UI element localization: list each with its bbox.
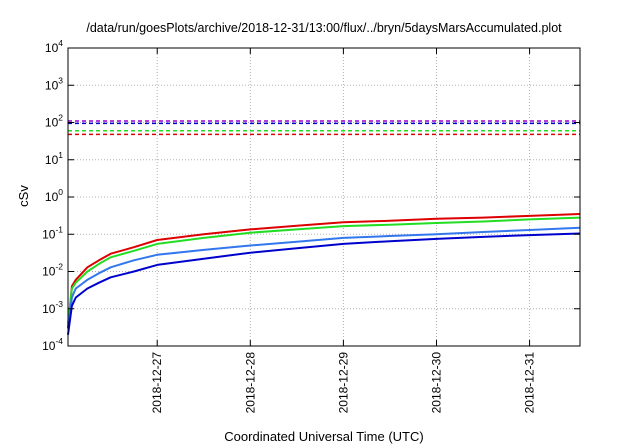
y-axis-label: cSv <box>16 185 31 207</box>
y-tick-label: 104 <box>45 38 63 55</box>
y-tick-label: 100 <box>45 187 63 204</box>
x-tick-label: 2018-12-31 <box>523 352 537 414</box>
y-tick-label: 102 <box>45 113 63 130</box>
x-tick-label: 2018-12-27 <box>150 352 164 414</box>
x-tick-label: 2018-12-30 <box>429 352 443 414</box>
chart-title: /data/run/goesPlots/archive/2018-12-31/1… <box>86 21 562 35</box>
y-tick-label: 101 <box>45 150 63 167</box>
y-tick-label: 103 <box>45 75 63 92</box>
series-line <box>67 216 581 324</box>
series-line <box>67 226 581 329</box>
x-tick-label: 2018-12-29 <box>336 352 350 414</box>
y-tick-label: 10-4 <box>42 336 63 353</box>
series-line <box>67 232 581 335</box>
y-tick-label: 10-2 <box>42 262 63 279</box>
reference-lines <box>68 120 580 136</box>
x-tick-label: 2018-12-28 <box>243 352 257 414</box>
y-tick-label: 10-3 <box>42 299 63 316</box>
x-tick-labels: 2018-12-27 2018-12-28 2018-12-29 2018-12-30… <box>150 352 536 414</box>
series-line <box>67 213 581 329</box>
y-tick-labels: 10-4 10-3 10-2 10-1 100 101 102 103 104 <box>42 38 63 353</box>
series-lines <box>67 213 581 335</box>
y-tick-label: 10-1 <box>42 224 63 241</box>
grid <box>68 48 580 346</box>
axis-ticks <box>68 47 580 347</box>
x-axis-label: Coordinated Universal Time (UTC) <box>224 429 423 444</box>
